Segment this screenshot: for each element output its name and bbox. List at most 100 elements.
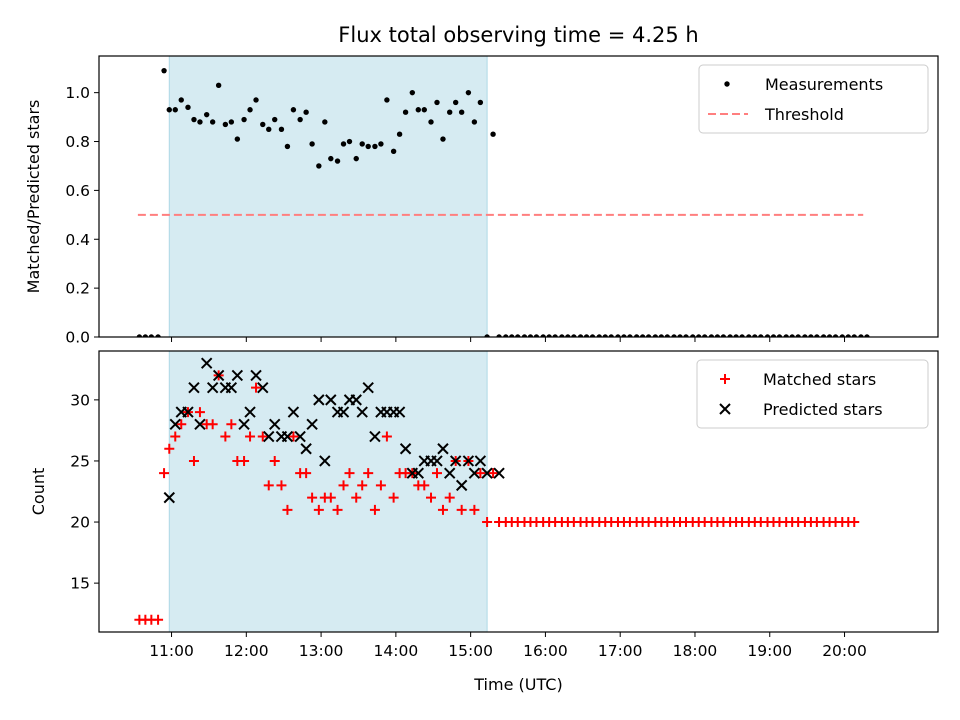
legend-label: Threshold <box>764 105 844 124</box>
predicted-star-marker <box>493 467 505 479</box>
measurement-point <box>166 107 172 113</box>
x-tick-label: 12:00 <box>224 642 269 660</box>
x-tick-label: 13:00 <box>299 642 344 660</box>
measurement-point <box>776 334 783 337</box>
matched-star-marker <box>282 504 293 515</box>
predicted-star-marker <box>369 430 381 443</box>
predicted-star-marker <box>194 418 206 431</box>
measurement-point <box>683 334 689 337</box>
matched-star-marker <box>251 382 262 393</box>
matched-star-marker <box>488 468 499 479</box>
matched-star-marker <box>288 431 299 442</box>
predicted-star-marker <box>350 394 362 406</box>
matched-star-marker <box>431 468 442 479</box>
series-1 <box>134 370 860 625</box>
chart-title: Flux total observing time = 4.25 h <box>338 23 698 47</box>
measurement-point <box>546 334 552 337</box>
matched-star-marker <box>369 504 380 515</box>
predicted-star-marker <box>356 406 368 418</box>
measurement-point <box>677 334 683 337</box>
predicted-star-marker <box>281 430 294 443</box>
bottom-panel: 15 20 25 30 11:00 12:00 13:00 14:00 15:00 16:00 17… <box>70 350 939 660</box>
measurement-point <box>136 334 143 337</box>
matched-star-marker <box>239 455 250 466</box>
measurement-point <box>409 89 416 96</box>
predicted-star-marker <box>399 443 412 455</box>
measurement-point <box>764 334 771 337</box>
predicted-star-marker <box>393 406 406 418</box>
predicted-star-marker <box>238 418 250 431</box>
matched-star-marker <box>375 480 386 491</box>
measurement-point <box>589 334 596 337</box>
predicted-star-marker <box>437 443 449 455</box>
matched-star-marker <box>188 455 199 466</box>
measurement-point <box>161 67 167 74</box>
y-tick-label: 30 <box>70 391 90 409</box>
predicted-star-marker <box>287 406 300 418</box>
matched-star-marker <box>381 431 392 442</box>
matched-star-marker <box>170 431 181 442</box>
measurement-point <box>440 136 446 142</box>
measurement-point <box>602 334 608 337</box>
matched-star-marker <box>344 468 355 479</box>
measurement-point <box>260 121 266 128</box>
measurement-point <box>795 334 801 337</box>
measurement-point <box>328 155 334 162</box>
measurement-point <box>577 334 584 337</box>
measurement-point <box>627 334 633 337</box>
legend-matched-marker <box>720 374 730 384</box>
measurement-point <box>272 116 278 123</box>
measurement-point <box>615 334 621 337</box>
measurement-point <box>770 334 777 337</box>
measurement-point <box>733 334 739 337</box>
measurement-point <box>316 163 322 169</box>
top-y-axis-label: Matched/Predicted stars <box>24 100 43 294</box>
measurement-point <box>559 334 565 337</box>
matched-star-marker <box>263 480 274 491</box>
measurement-point <box>808 334 814 337</box>
measurement-point <box>633 334 640 337</box>
measurement-point <box>447 109 453 115</box>
measurement-point <box>864 334 870 337</box>
predicted-star-marker <box>182 406 194 418</box>
measurement-point <box>858 334 864 337</box>
series-2 <box>163 357 505 504</box>
matched-star-marker <box>338 480 349 491</box>
predicted-star-marker <box>462 455 475 467</box>
predicted-star-marker <box>474 455 487 467</box>
measurement-point <box>185 104 191 111</box>
measurement-point <box>241 116 247 123</box>
predicted-star-marker <box>300 443 312 455</box>
measurement-point <box>540 334 546 337</box>
measurement-point <box>565 334 571 337</box>
measurement-point <box>826 334 833 337</box>
measurement-point <box>222 121 229 128</box>
top-panel: 0.0 0.2 0.4 0.6 0.8 1.0 Measurements Threshold <box>65 55 939 347</box>
predicted-star-marker <box>431 455 443 467</box>
measurement-point <box>396 131 403 137</box>
measurement-point <box>752 334 758 337</box>
y-tick-label: 15 <box>70 575 90 593</box>
measurement-point <box>228 119 235 125</box>
measurement-point <box>197 119 203 125</box>
legend-predicted-marker <box>719 403 731 415</box>
matched-star-marker <box>357 480 368 491</box>
x-tick-label: 20:00 <box>822 642 867 660</box>
measurement-point <box>664 334 671 337</box>
measurement-point <box>658 334 665 337</box>
matched-star-marker <box>388 492 399 503</box>
measurement-point <box>671 334 677 337</box>
matched-star-marker <box>307 492 318 503</box>
measurement-point <box>533 334 540 337</box>
measurement-point <box>428 119 434 125</box>
legend-box <box>698 64 929 134</box>
measurement-point <box>814 334 820 337</box>
matched-star-marker <box>257 431 268 442</box>
measurement-point <box>359 141 365 147</box>
matched-star-marker <box>456 504 467 515</box>
matched-star-marker <box>426 492 437 503</box>
measurement-point <box>309 141 315 147</box>
measurement-point <box>297 116 303 123</box>
measurement-point <box>596 334 602 337</box>
measurement-point <box>203 111 210 118</box>
